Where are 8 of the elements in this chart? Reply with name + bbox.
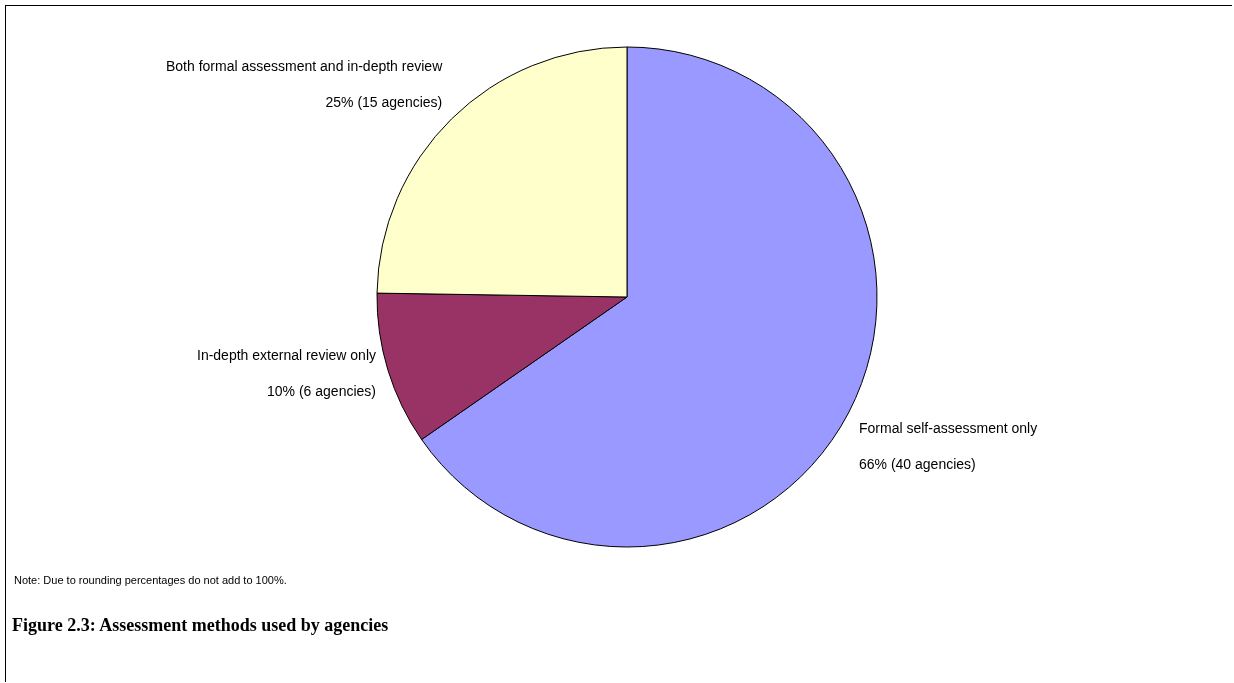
data-label: 10% (6 agencies) bbox=[267, 383, 376, 400]
slice-label: Formal self-assessment only bbox=[859, 420, 1038, 436]
data-label: 25% (15 agencies) bbox=[325, 94, 443, 111]
text: Note: Due to rounding percentages do not add to 100%. bbox=[14, 574, 287, 586]
slice-label: In-depth external review only bbox=[197, 347, 376, 363]
data-label: 66% (40 agencies) bbox=[859, 456, 976, 473]
slice-label: Both formal assessment and in-depth review bbox=[166, 58, 444, 74]
text: Figure 2.3: Assessment methods used by agencies bbox=[12, 615, 389, 636]
